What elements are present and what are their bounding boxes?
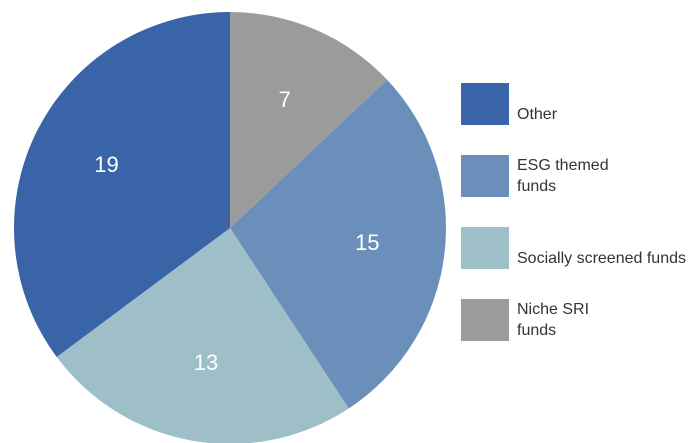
legend-swatch [461, 83, 509, 125]
slice-label: 7 [279, 87, 291, 112]
legend-item: Niche SRI funds [461, 299, 617, 341]
pie-slice [13, 12, 231, 357]
pie-slice [56, 228, 349, 443]
legend-item: ESG themed funds [461, 155, 627, 197]
legend-label: Socially screened funds [517, 250, 686, 267]
legend-swatch [461, 299, 509, 341]
legend-swatch [461, 227, 509, 269]
slice-label: 19 [94, 152, 118, 177]
legend-label: Niche SRI funds [517, 301, 590, 339]
pie-slice [230, 12, 388, 228]
legend-label: Other [517, 106, 558, 123]
legend-swatch [461, 155, 509, 197]
slice-label: 15 [355, 230, 379, 255]
slice-label: 13 [194, 350, 218, 375]
legend-label: ESG themed funds [517, 157, 609, 195]
legend-item: Socially screened funds [461, 227, 692, 269]
legend-item: Other [461, 83, 577, 125]
pie-slice [230, 79, 446, 409]
